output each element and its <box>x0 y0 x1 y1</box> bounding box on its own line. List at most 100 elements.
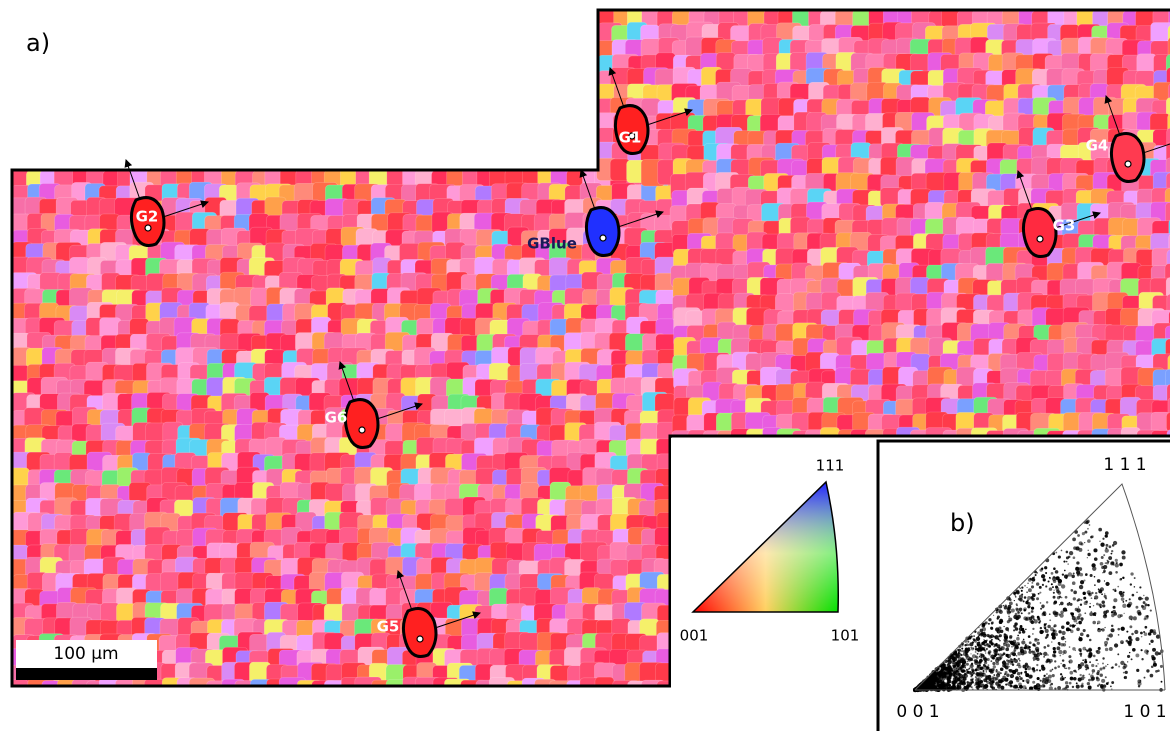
pole-point <box>1039 629 1044 635</box>
pole-point <box>940 675 943 678</box>
pole-point <box>1093 575 1096 578</box>
pole-point <box>964 672 967 676</box>
pole-point <box>1122 576 1125 580</box>
pole-point <box>1102 657 1105 660</box>
pole-point <box>1013 649 1017 652</box>
pole-point <box>995 673 1001 678</box>
pole-point <box>971 678 974 682</box>
pole-point <box>1131 593 1135 597</box>
pole-point <box>1065 621 1070 626</box>
pole-point <box>1021 586 1024 589</box>
pole-point <box>1093 548 1098 553</box>
pole-point <box>1095 665 1098 668</box>
pole-point <box>1091 663 1095 668</box>
pole-point <box>1034 574 1037 577</box>
pole-point <box>987 622 990 625</box>
pole-point <box>1119 562 1123 567</box>
pole-point <box>1113 643 1119 648</box>
pole-point <box>1072 597 1076 601</box>
pole-point <box>1068 551 1074 556</box>
pole-point <box>1147 604 1150 607</box>
pole-point <box>1086 649 1089 653</box>
pole-point <box>1015 589 1020 594</box>
pole-point <box>1118 590 1123 595</box>
pole-point <box>1029 612 1031 614</box>
pole-point <box>977 635 980 638</box>
pole-point <box>1057 665 1061 668</box>
pole-point <box>1060 642 1064 647</box>
pole-point <box>1014 668 1019 673</box>
pole-point <box>950 655 955 660</box>
pole-point <box>980 656 983 659</box>
pole-point <box>1045 572 1048 575</box>
pole-point <box>1072 647 1076 651</box>
pole-point <box>1045 623 1048 625</box>
pole-point <box>1034 646 1040 652</box>
pole-point <box>994 636 997 639</box>
pole-point <box>1104 548 1109 553</box>
pole-point <box>1006 609 1011 613</box>
pole-point <box>979 652 983 656</box>
pole-point <box>1149 629 1154 634</box>
pole-point <box>1104 614 1107 617</box>
pole-point <box>1101 600 1105 604</box>
pole-point <box>1060 596 1063 599</box>
pole-point <box>1052 601 1056 605</box>
pole-point <box>1027 582 1029 584</box>
pole-point <box>1103 564 1108 570</box>
pole-point <box>1149 609 1152 612</box>
pole-point <box>1032 680 1036 684</box>
pole-point <box>1143 594 1145 597</box>
pole-point <box>1083 596 1087 600</box>
pole-point <box>974 648 978 651</box>
pole-point <box>1061 630 1066 636</box>
pole-point <box>1015 655 1018 657</box>
pole-point <box>1053 567 1056 570</box>
pole-point <box>1117 634 1120 636</box>
pole-point <box>1016 604 1018 607</box>
pole-point <box>1024 670 1028 674</box>
pole-point <box>1072 537 1076 542</box>
pole-point <box>1128 636 1132 640</box>
pole-point <box>958 679 962 683</box>
pole-point <box>1060 584 1066 589</box>
grain-label: G1 <box>619 129 642 147</box>
pole-point <box>965 662 969 666</box>
pole-point <box>1063 667 1066 669</box>
pole-point <box>1064 569 1066 572</box>
pole-point <box>970 686 973 689</box>
pole-point <box>1062 663 1066 668</box>
orientation-map <box>12 10 1170 686</box>
pole-point <box>1060 549 1063 552</box>
pole-point <box>932 679 936 684</box>
pole-point <box>1003 625 1005 628</box>
pole-point <box>1027 635 1031 638</box>
pole-point <box>1022 630 1025 632</box>
grain-center <box>599 234 607 242</box>
pole-point <box>1094 614 1097 617</box>
pole-point <box>975 671 980 677</box>
pole-point <box>1077 668 1080 671</box>
pole-point <box>1047 624 1051 629</box>
pole-point <box>1090 610 1093 613</box>
pole-point <box>1079 603 1083 606</box>
pole-point <box>1052 595 1056 599</box>
pole-point <box>1008 617 1013 622</box>
pole-point <box>1110 552 1113 555</box>
pole-point <box>1001 646 1003 648</box>
pole-point <box>1016 636 1020 641</box>
pole-point <box>1017 657 1020 661</box>
pole-point <box>966 681 970 684</box>
grain-label: GBlue <box>527 235 577 253</box>
pole-point <box>1043 655 1046 658</box>
pole-point <box>1059 676 1064 682</box>
pole-point <box>1128 615 1133 620</box>
pole-point <box>1019 625 1023 628</box>
pole-point <box>1026 591 1028 594</box>
pole-point <box>1127 641 1130 645</box>
panel-label: b) <box>950 509 975 537</box>
pole-point <box>1072 572 1075 575</box>
pole-point <box>964 666 966 669</box>
grain <box>594 676 615 686</box>
pole-point <box>1074 624 1077 627</box>
